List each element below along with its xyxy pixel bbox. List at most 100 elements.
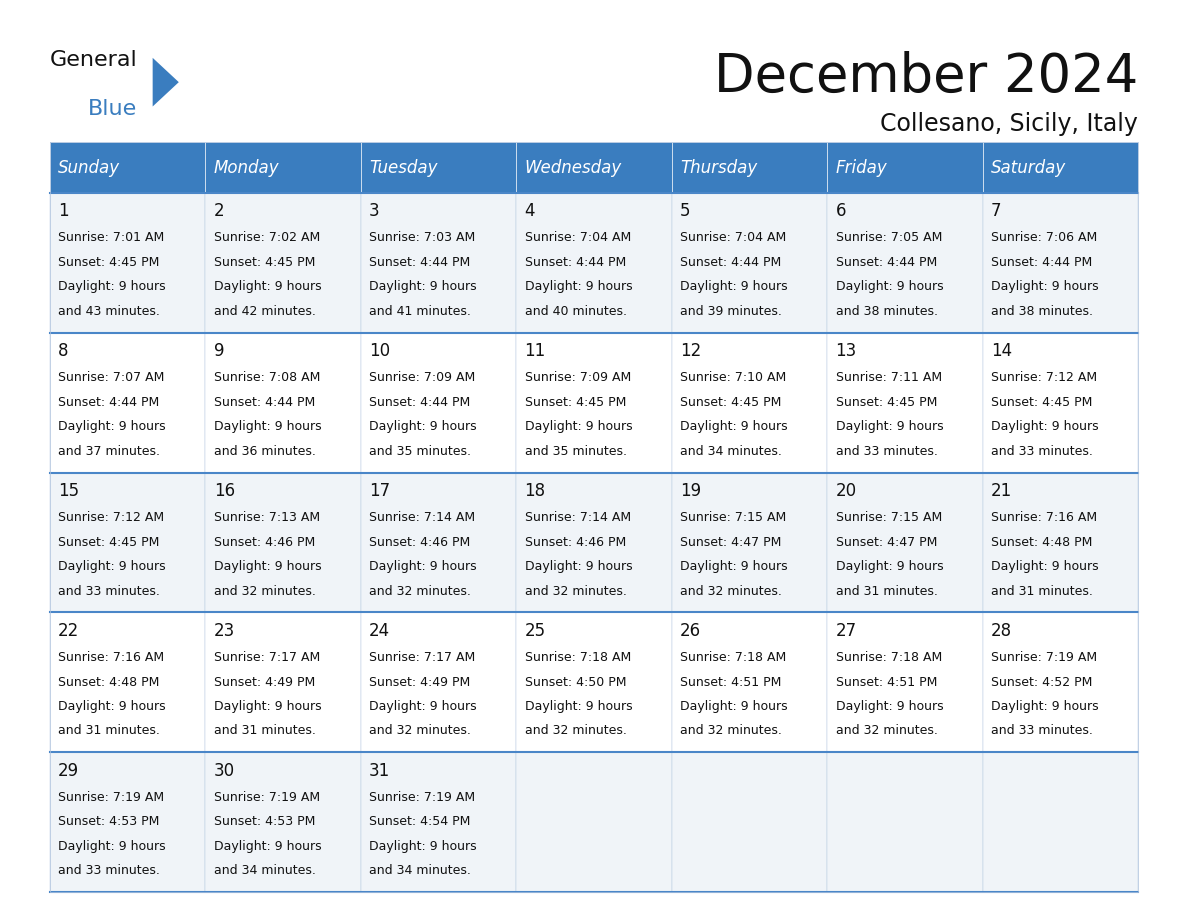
Text: Sunrise: 7:15 AM: Sunrise: 7:15 AM [835, 511, 942, 524]
Text: 15: 15 [58, 482, 80, 499]
Text: Sunset: 4:45 PM: Sunset: 4:45 PM [991, 396, 1092, 409]
Text: 21: 21 [991, 482, 1012, 499]
Text: Daylight: 9 hours: Daylight: 9 hours [214, 420, 321, 433]
Text: 16: 16 [214, 482, 235, 499]
Bar [827, 473, 982, 612]
Text: Daylight: 9 hours: Daylight: 9 hours [525, 280, 632, 294]
Text: 6: 6 [835, 202, 846, 220]
Text: 28: 28 [991, 621, 1012, 640]
Bar [50, 142, 206, 193]
Bar [206, 473, 361, 612]
Text: Sunset: 4:44 PM: Sunset: 4:44 PM [991, 256, 1092, 269]
Text: and 33 minutes.: and 33 minutes. [991, 444, 1093, 458]
Text: Daylight: 9 hours: Daylight: 9 hours [680, 420, 788, 433]
Text: and 34 minutes.: and 34 minutes. [680, 444, 782, 458]
Bar [827, 332, 982, 473]
Text: Sunrise: 7:17 AM: Sunrise: 7:17 AM [369, 651, 475, 664]
Text: 8: 8 [58, 341, 69, 360]
Text: Sunrise: 7:19 AM: Sunrise: 7:19 AM [214, 791, 320, 804]
Bar [206, 332, 361, 473]
Text: Daylight: 9 hours: Daylight: 9 hours [214, 700, 321, 713]
Text: Sunrise: 7:19 AM: Sunrise: 7:19 AM [991, 651, 1097, 664]
Text: and 36 minutes.: and 36 minutes. [214, 444, 316, 458]
Bar [671, 142, 827, 193]
Text: Daylight: 9 hours: Daylight: 9 hours [835, 560, 943, 573]
Text: Sunset: 4:44 PM: Sunset: 4:44 PM [58, 396, 159, 409]
Text: and 33 minutes.: and 33 minutes. [58, 865, 160, 878]
Text: Thursday: Thursday [680, 159, 757, 176]
Text: and 42 minutes.: and 42 minutes. [214, 305, 316, 318]
Bar [50, 753, 206, 892]
Text: Sunset: 4:48 PM: Sunset: 4:48 PM [991, 535, 1092, 549]
Text: Sunset: 4:44 PM: Sunset: 4:44 PM [369, 396, 470, 409]
Text: and 32 minutes.: and 32 minutes. [835, 724, 937, 737]
Text: and 38 minutes.: and 38 minutes. [835, 305, 937, 318]
Text: 4: 4 [525, 202, 535, 220]
Text: Daylight: 9 hours: Daylight: 9 hours [525, 560, 632, 573]
Bar [671, 332, 827, 473]
Text: Sunrise: 7:12 AM: Sunrise: 7:12 AM [58, 511, 164, 524]
Text: 9: 9 [214, 341, 225, 360]
Text: 26: 26 [680, 621, 701, 640]
Text: Sunset: 4:44 PM: Sunset: 4:44 PM [525, 256, 626, 269]
Text: Saturday: Saturday [991, 159, 1066, 176]
Bar [827, 193, 982, 332]
Bar [361, 332, 517, 473]
Text: Sunrise: 7:10 AM: Sunrise: 7:10 AM [680, 371, 786, 385]
Text: and 33 minutes.: and 33 minutes. [58, 585, 160, 598]
Text: and 32 minutes.: and 32 minutes. [680, 585, 782, 598]
Text: and 32 minutes.: and 32 minutes. [525, 585, 626, 598]
Text: Daylight: 9 hours: Daylight: 9 hours [991, 280, 1099, 294]
Text: 31: 31 [369, 762, 391, 779]
Bar [517, 753, 671, 892]
Text: 19: 19 [680, 482, 701, 499]
Bar [50, 473, 206, 612]
Text: Sunset: 4:45 PM: Sunset: 4:45 PM [214, 256, 315, 269]
Text: and 39 minutes.: and 39 minutes. [680, 305, 782, 318]
Text: Sunset: 4:45 PM: Sunset: 4:45 PM [58, 535, 159, 549]
Text: Daylight: 9 hours: Daylight: 9 hours [991, 420, 1099, 433]
Text: and 32 minutes.: and 32 minutes. [369, 724, 470, 737]
Bar [671, 193, 827, 332]
Text: and 35 minutes.: and 35 minutes. [525, 444, 626, 458]
Text: Sunset: 4:45 PM: Sunset: 4:45 PM [525, 396, 626, 409]
Bar [361, 142, 517, 193]
Text: Sunset: 4:45 PM: Sunset: 4:45 PM [680, 396, 782, 409]
Text: Sunset: 4:46 PM: Sunset: 4:46 PM [369, 535, 470, 549]
Text: Sunrise: 7:07 AM: Sunrise: 7:07 AM [58, 371, 165, 385]
Text: Daylight: 9 hours: Daylight: 9 hours [991, 700, 1099, 713]
Text: Sunrise: 7:09 AM: Sunrise: 7:09 AM [369, 371, 475, 385]
Text: Sunrise: 7:15 AM: Sunrise: 7:15 AM [680, 511, 786, 524]
Text: Sunrise: 7:14 AM: Sunrise: 7:14 AM [525, 511, 631, 524]
Text: 7: 7 [991, 202, 1001, 220]
Bar [982, 332, 1138, 473]
Text: Sunset: 4:54 PM: Sunset: 4:54 PM [369, 815, 470, 828]
Text: 14: 14 [991, 341, 1012, 360]
Bar [206, 753, 361, 892]
Text: Blue: Blue [88, 99, 137, 119]
Text: Sunrise: 7:03 AM: Sunrise: 7:03 AM [369, 231, 475, 244]
Text: Sunset: 4:46 PM: Sunset: 4:46 PM [525, 535, 626, 549]
Text: Daylight: 9 hours: Daylight: 9 hours [369, 420, 476, 433]
Text: Sunrise: 7:02 AM: Sunrise: 7:02 AM [214, 231, 320, 244]
Bar [206, 193, 361, 332]
Text: Sunset: 4:52 PM: Sunset: 4:52 PM [991, 676, 1092, 688]
Text: Daylight: 9 hours: Daylight: 9 hours [835, 420, 943, 433]
Text: Collesano, Sicily, Italy: Collesano, Sicily, Italy [880, 112, 1138, 136]
Text: Daylight: 9 hours: Daylight: 9 hours [214, 280, 321, 294]
Text: Friday: Friday [835, 159, 887, 176]
Text: Sunrise: 7:06 AM: Sunrise: 7:06 AM [991, 231, 1098, 244]
Text: 27: 27 [835, 621, 857, 640]
Bar [361, 473, 517, 612]
Bar [827, 612, 982, 753]
Text: 20: 20 [835, 482, 857, 499]
Text: Sunset: 4:45 PM: Sunset: 4:45 PM [835, 396, 937, 409]
Bar [50, 193, 206, 332]
Bar [517, 473, 671, 612]
Text: Daylight: 9 hours: Daylight: 9 hours [369, 700, 476, 713]
Bar [827, 753, 982, 892]
Text: 18: 18 [525, 482, 545, 499]
Bar [50, 332, 206, 473]
Text: 22: 22 [58, 621, 80, 640]
Text: and 43 minutes.: and 43 minutes. [58, 305, 160, 318]
